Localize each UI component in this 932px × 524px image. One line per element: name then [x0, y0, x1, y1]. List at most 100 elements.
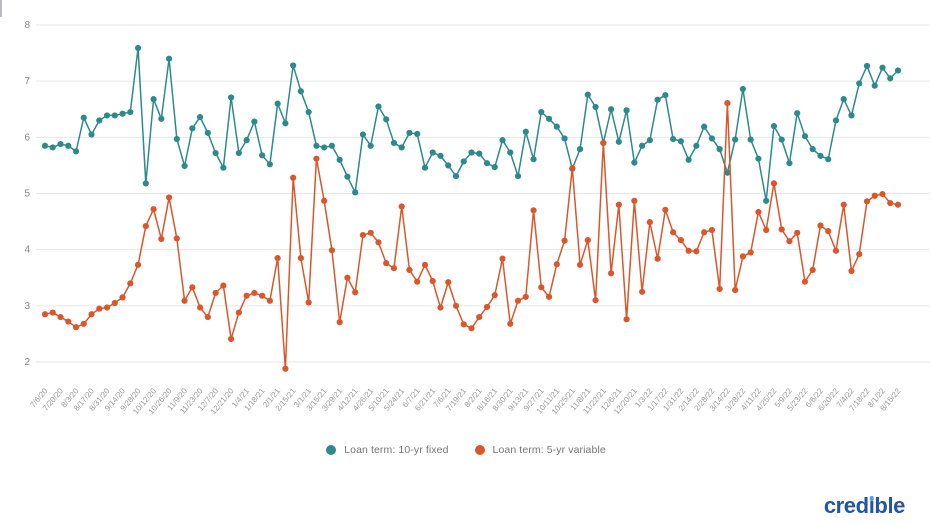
data-point: [817, 152, 824, 159]
data-point: [212, 149, 219, 157]
data-point: [832, 117, 840, 124]
data-point: [514, 297, 522, 304]
data-point: [189, 125, 196, 132]
data-point: [522, 293, 529, 300]
legend-item-5yr-variable: Loan term: 5-yr variable: [474, 444, 606, 456]
data-point: [491, 292, 498, 299]
data-point: [212, 289, 219, 297]
data-point: [794, 110, 801, 117]
data-point: [871, 82, 878, 89]
data-point: [305, 108, 312, 116]
data-point: [375, 103, 382, 110]
legend-label-5yr-variable: Loan term: 5-yr variable: [492, 444, 606, 456]
data-point: [592, 103, 599, 111]
data-point: [80, 320, 87, 327]
data-point: [538, 108, 545, 116]
data-point: [662, 206, 669, 213]
data-point: [856, 251, 863, 258]
data-point: [150, 206, 157, 213]
data-point: [158, 115, 165, 122]
data-point: [344, 173, 351, 180]
data-point: [607, 270, 615, 277]
data-point: [158, 235, 165, 243]
teal-series-dot-icon: [326, 445, 337, 455]
data-point: [196, 304, 204, 311]
data-point: [375, 239, 382, 246]
data-point: [538, 284, 545, 291]
y-tick-label: 6: [24, 132, 30, 143]
data-point: [266, 297, 273, 304]
data-point: [181, 297, 188, 304]
data-point: [848, 267, 855, 275]
data-point: [778, 226, 785, 233]
data-point: [623, 316, 630, 323]
data-point: [763, 226, 770, 234]
data-point: [530, 156, 537, 163]
data-point: [445, 279, 452, 286]
data-point: [701, 229, 708, 236]
data-point: [119, 294, 126, 301]
y-tick-label: 2: [24, 357, 30, 368]
data-point: [576, 261, 584, 268]
data-point: [127, 108, 134, 116]
data-point: [437, 152, 444, 159]
rates-chart: 87654327/6/207/20/208/3/208/17/208/31/20…: [24, 20, 930, 416]
data-point: [150, 96, 157, 103]
data-point: [545, 293, 553, 300]
logo-i-stem: ı: [868, 492, 875, 518]
data-point: [383, 116, 390, 123]
data-point: [220, 164, 227, 171]
data-point: [770, 180, 778, 187]
data-point: [755, 208, 762, 216]
data-point: [282, 365, 289, 372]
data-point: [460, 321, 467, 328]
data-point: [406, 266, 413, 273]
data-point: [57, 313, 64, 321]
data-point: [724, 99, 731, 107]
data-point: [701, 123, 708, 130]
data-point: [344, 274, 351, 281]
data-point: [421, 164, 429, 171]
data-point: [65, 142, 72, 149]
data-point: [476, 150, 483, 157]
data-point: [863, 62, 871, 70]
y-tick-label: 8: [24, 20, 30, 31]
data-point: [646, 137, 653, 144]
data-point: [305, 299, 312, 306]
data-point: [437, 304, 444, 311]
data-point: [623, 107, 630, 114]
orange-series-dot-icon: [474, 445, 485, 455]
data-point: [530, 207, 537, 214]
data-point: [631, 197, 638, 204]
data-point: [204, 313, 211, 321]
data-point: [313, 155, 320, 162]
data-point: [840, 201, 847, 208]
data-point: [584, 91, 591, 98]
data-point: [871, 192, 878, 199]
y-tick-label: 4: [24, 245, 30, 256]
data-point: [429, 278, 436, 285]
data-point: [41, 311, 49, 318]
data-point: [406, 129, 413, 136]
data-point: [228, 335, 235, 343]
data-point: [639, 142, 646, 149]
data-point: [96, 305, 103, 312]
logo-i-dot-icon: [869, 496, 874, 501]
data-point: [499, 255, 506, 262]
data-point: [639, 288, 646, 295]
data-point: [189, 284, 196, 291]
data-point: [553, 123, 560, 130]
data-point: [398, 144, 405, 151]
data-point: [367, 229, 374, 236]
data-point: [88, 131, 95, 138]
data-point: [297, 88, 304, 95]
data-point: [142, 180, 149, 187]
data-point: [80, 114, 87, 121]
data-point: [708, 226, 715, 234]
data-point: [592, 297, 599, 304]
data-point: [600, 139, 607, 147]
data-point: [747, 136, 754, 143]
data-point: [685, 247, 692, 254]
data-point: [840, 96, 847, 103]
data-point: [65, 318, 72, 325]
